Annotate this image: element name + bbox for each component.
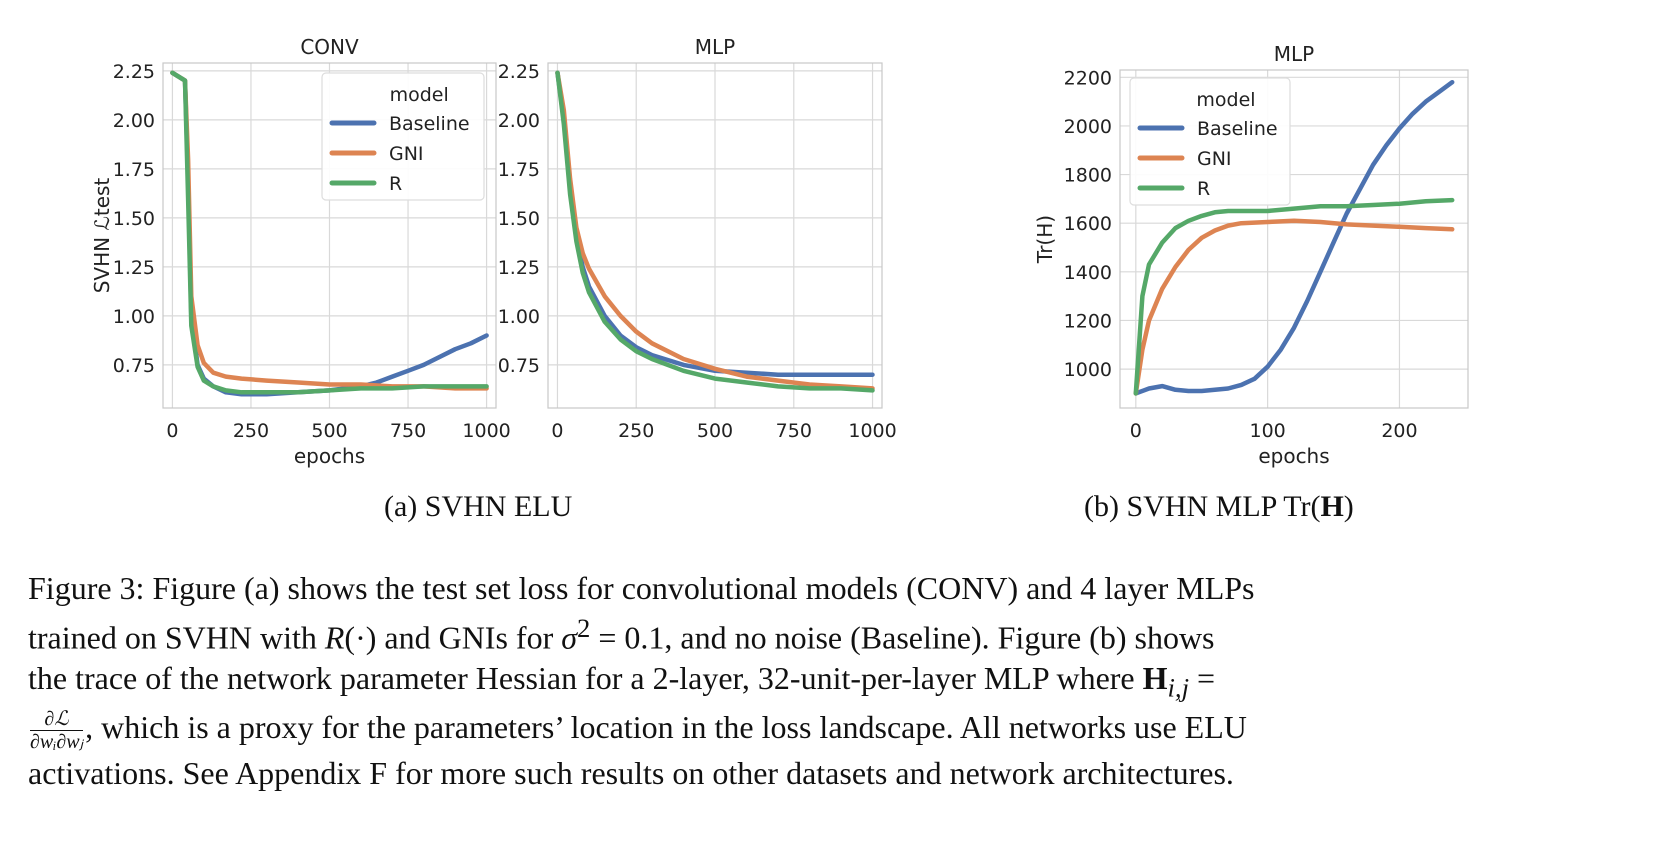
x-tick-label: 500 — [697, 420, 733, 442]
y-tick-label: 0.75 — [113, 355, 155, 377]
x-axis-label: epochs — [1258, 444, 1329, 468]
series-line-gni — [1133, 218, 1455, 396]
caption-line-3: the trace of the network parameter Hessi… — [28, 658, 1538, 707]
y-tick-label: 1.50 — [113, 208, 155, 230]
math-fraction: ∂ℒ ∂wᵢ∂wⱼ — [30, 708, 84, 754]
x-tick-label: 200 — [1381, 420, 1417, 442]
legend-entry: R — [389, 173, 402, 195]
panel-caption-b-bold: H — [1320, 490, 1344, 523]
y-tick-label: 1800 — [1064, 165, 1112, 187]
legend-entry: Baseline — [389, 113, 470, 135]
panel-caption-b-prefix: (b) SVHN MLP Tr( — [1084, 490, 1321, 523]
plot-frame — [1119, 69, 1469, 409]
x-tick-label: 100 — [1250, 420, 1286, 442]
plot-frame — [162, 62, 497, 409]
chart-title: CONV — [300, 35, 359, 59]
y-tick-label: 0.75 — [498, 355, 540, 377]
caption-line-1: Figure 3: Figure (a) shows the test set … — [28, 570, 1255, 606]
y-tick-label: 2.25 — [498, 61, 540, 83]
x-tick-label: 0 — [551, 420, 563, 442]
caption-line-4: ∂ℒ ∂wᵢ∂wⱼ, which is a proxy for the param… — [28, 707, 1538, 753]
y-tick-label: 1.00 — [113, 306, 155, 328]
y-axis-label: Tr(H) — [1033, 215, 1057, 264]
y-tick-label: 1.50 — [498, 208, 540, 230]
y-tick-label: 1.75 — [498, 159, 540, 181]
y-tick-label: 1.00 — [498, 306, 540, 328]
math-sup: 2 — [577, 613, 591, 643]
math-R: R — [324, 619, 345, 656]
series-line-r — [170, 70, 489, 395]
x-axis-label: epochs — [294, 444, 365, 468]
legend-entry: Baseline — [1197, 118, 1278, 140]
y-tick-label: 1600 — [1064, 213, 1112, 235]
chart-2: 0 250 500 750 1000 0.75 1.00 1.25 1.50 1.75 2.00 2.… — [498, 35, 897, 442]
legend-entry: GNI — [389, 143, 424, 165]
chart-1: 0 250 500 750 1000 0.75 1.00 1.25 1.50 1.75 2.00 2.… — [90, 35, 511, 468]
chart-title: MLP — [695, 35, 735, 59]
x-tick-label: 0 — [1130, 420, 1142, 442]
y-tick-label: 1.25 — [498, 257, 540, 279]
legend-title: model — [1196, 89, 1255, 111]
plot-frame — [547, 62, 883, 409]
figure-caption: Figure 3: Figure (a) shows the test set … — [28, 568, 1538, 793]
caption-line-5: activations. See Appendix F for more suc… — [28, 755, 1234, 792]
caption-text: = 0.1, and no noise (Baseline). Figure (… — [598, 619, 1215, 656]
x-tick-label: 0 — [166, 420, 178, 442]
legend-box — [1129, 77, 1291, 206]
chart-3: 0 100 200 1000 1200 1400 1600 1800 2000 2200 MLP ep… — [1033, 42, 1469, 468]
caption-text: , which is a proxy for the parameters’ l… — [85, 709, 1247, 746]
legend-entry: GNI — [1197, 148, 1232, 170]
caption-line-2: trained on SVHN with R(·) and GNIs for σ… — [28, 608, 1538, 658]
x-tick-label: 250 — [618, 420, 654, 442]
figure-panels: 0 250 500 750 10000.751.001.251.501.752.002.… — [90, 35, 1469, 468]
x-tick-label: 250 — [233, 420, 269, 442]
y-tick-label: 2200 — [1064, 67, 1112, 89]
fraction-numerator: ∂ℒ — [30, 708, 84, 732]
math-sub: i,j — [1167, 672, 1189, 703]
x-tick-label: 1000 — [848, 420, 896, 442]
x-tick-label: 750 — [776, 420, 812, 442]
y-tick-label: 1400 — [1064, 262, 1112, 284]
y-tick-label: 2.00 — [113, 110, 155, 132]
math-sigma: σ — [561, 619, 577, 656]
x-tick-label: 500 — [311, 420, 347, 442]
panel-caption-b: (b) SVHN MLP Tr(H) — [1084, 490, 1354, 524]
y-tick-label: 2000 — [1064, 116, 1112, 138]
y-tick-label: 2.00 — [498, 110, 540, 132]
y-tick-label: 1000 — [1064, 359, 1112, 381]
y-tick-label: 1.75 — [113, 159, 155, 181]
caption-text: the trace of the network parameter Hessi… — [28, 659, 1135, 696]
y-tick-label: 1.25 — [113, 257, 155, 279]
math-H: H — [1142, 659, 1168, 696]
panel-caption-b-suffix: ) — [1343, 490, 1354, 523]
legend-box — [321, 72, 485, 201]
y-tick-label: 2.25 — [113, 61, 155, 83]
panel-caption-a: (a) SVHN ELU — [384, 490, 573, 523]
series-line-r — [1133, 197, 1455, 396]
legend-title: model — [390, 84, 449, 106]
y-tick-label: 1200 — [1064, 310, 1112, 332]
caption-text: trained on SVHN with — [28, 619, 317, 656]
caption-text: (·) and GNIs for — [344, 619, 554, 656]
chart-title: MLP — [1274, 42, 1314, 66]
caption-text: = — [1197, 659, 1216, 696]
legend-entry: R — [1197, 178, 1210, 200]
y-axis-label: SVHN ℒtest — [90, 178, 114, 294]
series-line-baseline — [1133, 79, 1455, 396]
series-line-r — [555, 70, 875, 393]
x-tick-label: 1000 — [462, 420, 510, 442]
fraction-denominator: ∂wᵢ∂wⱼ — [30, 731, 84, 754]
x-tick-label: 750 — [390, 420, 426, 442]
